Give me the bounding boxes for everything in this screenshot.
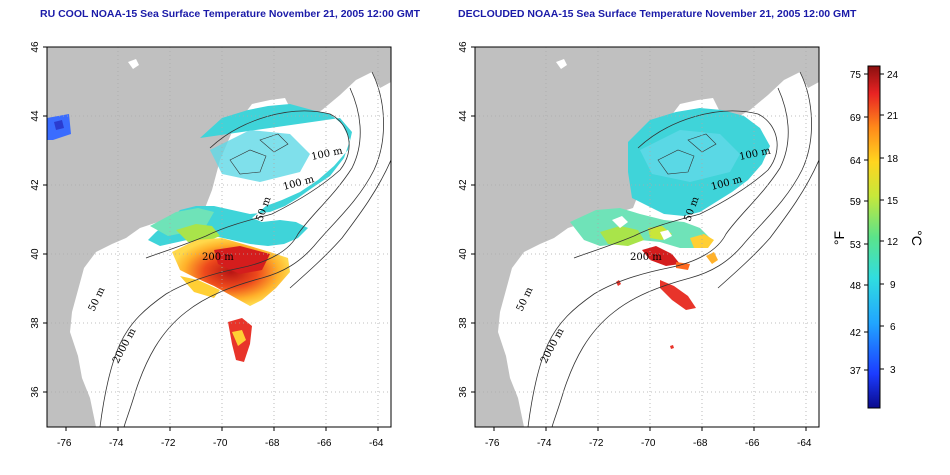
tick-lon-64: -64 [797, 438, 812, 449]
colorbar-f-tick: 64 [850, 156, 862, 167]
colorbar-c-tick: 6 [890, 322, 896, 333]
colorbar-c-tick: 9 [890, 280, 896, 291]
colorbar-c-tick: 18 [887, 154, 899, 165]
colorbar-f-tick: 37 [850, 366, 862, 377]
right-map-title: DECLOUDED NOAA-15 Sea Surface Temperatur… [458, 8, 857, 20]
land-mass [47, 47, 391, 427]
left-x-axis: -76 -74 -72 -70 -68 -66 -64 [57, 427, 384, 449]
tick-lon-66: -66 [317, 438, 332, 449]
right-x-axis: -76 -74 -72 -70 -68 -66 -64 [485, 427, 812, 449]
left-map-title: RU COOL NOAA-15 Sea Surface Temperature … [40, 8, 421, 20]
colorbar-c-tick: 24 [887, 70, 899, 81]
colorbar-c-tick: 12 [887, 237, 899, 248]
colorbar-f-tick: 59 [850, 197, 862, 208]
left-contour-200m: 200 m [202, 252, 234, 263]
tick-lat-44: 44 [30, 110, 41, 122]
tick-lon-68: -68 [265, 438, 280, 449]
tick-lat-46: 46 [458, 41, 469, 53]
right-contour-200m: 200 m [630, 252, 662, 263]
tick-lon-70: -70 [641, 438, 656, 449]
tick-lon-70: -70 [213, 438, 228, 449]
tick-lat-42: 42 [458, 179, 469, 191]
right-y-axis: 36 38 40 42 44 46 [458, 41, 475, 398]
tick-lat-36: 36 [458, 386, 469, 398]
left-y-axis: 36 38 40 42 44 46 [30, 41, 47, 398]
left-map: 100 m 100 m 50 m 200 m 50 m 2000 m -76 -… [30, 41, 392, 449]
tick-lon-64: -64 [369, 438, 384, 449]
colorbar-c-tick: 21 [887, 111, 899, 122]
tick-lat-40: 40 [30, 248, 41, 260]
colorbar-f-tick: 69 [850, 113, 862, 124]
tick-lon-72: -72 [589, 438, 604, 449]
colorbar-f-tick: 75 [850, 70, 862, 81]
tick-lat-40: 40 [458, 248, 469, 260]
tick-lat-44: 44 [458, 110, 469, 122]
colorbar-c-tick: 3 [890, 365, 896, 376]
tick-lat-46: 46 [30, 41, 41, 53]
temperature-colorbar: 75 69 64 59 53 48 42 37 24 21 18 15 12 9… [831, 65, 925, 409]
tick-lat-36: 36 [30, 386, 41, 398]
colorbar-f-tick: 53 [850, 240, 862, 251]
colorbar-c-unit: °C [909, 230, 925, 246]
tick-lat-38: 38 [458, 317, 469, 329]
tick-lon-76: -76 [57, 438, 72, 449]
tick-lat-38: 38 [30, 317, 41, 329]
land-mass [475, 47, 819, 427]
tick-lon-74: -74 [109, 438, 124, 449]
colorbar-c-tick: 15 [887, 196, 899, 207]
colorbar-f-unit: °F [831, 231, 847, 245]
colorbar-f-tick: 48 [850, 281, 862, 292]
tick-lat-42: 42 [30, 179, 41, 191]
tick-lon-72: -72 [161, 438, 176, 449]
tick-lon-76: -76 [485, 438, 500, 449]
colorbar-f-tick: 42 [850, 328, 862, 339]
tick-lon-74: -74 [537, 438, 552, 449]
tick-lon-68: -68 [693, 438, 708, 449]
right-map: 100 m 100 m 50 m 200 m 50 m 2000 m -76 -… [458, 41, 820, 449]
tick-lon-66: -66 [745, 438, 760, 449]
